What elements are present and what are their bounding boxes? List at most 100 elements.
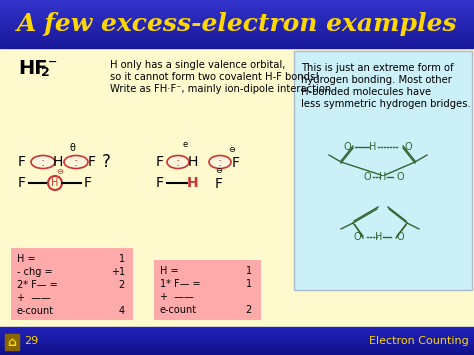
Bar	[0, 8, 474, 9]
Text: so it cannot form two covalent H-F bonds!: so it cannot form two covalent H-F bonds…	[110, 72, 319, 82]
Bar	[0, 4, 474, 5]
Bar	[0, 327, 474, 328]
Bar	[0, 5, 474, 6]
Text: 1* F— =: 1* F— =	[160, 279, 201, 289]
Bar	[0, 15, 474, 16]
Bar	[0, 36, 474, 37]
Bar	[0, 28, 474, 29]
Text: F: F	[18, 176, 26, 190]
Bar	[0, 343, 474, 344]
Ellipse shape	[209, 155, 231, 169]
Text: H: H	[369, 142, 377, 152]
Text: O: O	[397, 172, 405, 182]
Bar	[0, 352, 474, 353]
Bar	[0, 332, 474, 333]
Text: H =: H =	[17, 254, 36, 264]
Ellipse shape	[64, 155, 88, 169]
Bar	[0, 25, 474, 26]
Bar	[0, 10, 474, 11]
Text: 1: 1	[246, 279, 252, 289]
Bar	[0, 345, 474, 346]
Text: F: F	[88, 155, 96, 169]
Text: F: F	[156, 155, 164, 169]
Text: 2: 2	[119, 280, 125, 290]
Text: O: O	[397, 232, 405, 242]
Text: 1: 1	[246, 266, 252, 276]
Text: F: F	[232, 156, 240, 170]
Bar	[5, 334, 19, 350]
Bar	[0, 331, 474, 332]
Bar	[0, 1, 474, 2]
Text: hydrogen bonding. Most other: hydrogen bonding. Most other	[301, 75, 452, 85]
Text: +  ——: + ——	[17, 293, 51, 303]
Text: e: e	[182, 140, 188, 149]
Bar	[0, 40, 474, 41]
Text: 4: 4	[119, 306, 125, 316]
Bar	[0, 328, 474, 329]
Text: ?: ?	[101, 153, 110, 171]
Text: H-bonded molecules have: H-bonded molecules have	[301, 87, 431, 97]
Text: H only has a single valence orbital,: H only has a single valence orbital,	[110, 60, 285, 70]
Bar	[0, 11, 474, 12]
Text: O: O	[343, 142, 351, 152]
Text: θ: θ	[69, 143, 75, 153]
Bar	[0, 35, 474, 36]
Text: 2: 2	[246, 305, 252, 315]
Text: H: H	[379, 172, 387, 182]
Bar	[0, 342, 474, 343]
Bar	[0, 44, 474, 45]
Bar	[0, 347, 474, 348]
Text: HF: HF	[18, 59, 47, 77]
Bar	[0, 23, 474, 24]
Bar	[0, 329, 474, 330]
Text: H: H	[375, 232, 383, 242]
Bar	[0, 346, 474, 347]
FancyBboxPatch shape	[11, 248, 133, 320]
Text: F: F	[84, 176, 92, 190]
Bar	[0, 353, 474, 354]
Bar	[0, 38, 474, 39]
Bar	[0, 37, 474, 38]
Bar	[0, 349, 474, 350]
Text: 1: 1	[119, 254, 125, 264]
Text: This is just an extreme form of: This is just an extreme form of	[301, 63, 454, 73]
Bar	[0, 18, 474, 19]
Text: e-count: e-count	[160, 305, 197, 315]
Text: :: :	[74, 155, 78, 169]
Text: F: F	[18, 155, 26, 169]
Bar	[0, 338, 474, 339]
Bar	[0, 12, 474, 13]
Text: less symmetric hydrogen bridges.: less symmetric hydrogen bridges.	[301, 99, 471, 109]
Bar	[0, 47, 474, 48]
Bar	[0, 41, 474, 42]
Bar	[0, 340, 474, 341]
Text: Electron Counting: Electron Counting	[369, 336, 469, 346]
Bar	[0, 30, 474, 31]
Bar	[0, 16, 474, 17]
Bar	[0, 344, 474, 345]
Bar	[0, 17, 474, 18]
Text: −: −	[48, 57, 57, 67]
Text: H: H	[187, 176, 199, 190]
Text: :: :	[41, 155, 45, 169]
Bar	[0, 43, 474, 44]
Bar	[0, 336, 474, 337]
Bar	[0, 14, 474, 15]
Bar	[0, 34, 474, 35]
Bar	[0, 24, 474, 25]
FancyBboxPatch shape	[294, 51, 472, 290]
Text: 2: 2	[41, 66, 50, 78]
Text: ⊖: ⊖	[216, 166, 222, 175]
Bar	[0, 21, 474, 22]
Bar	[0, 32, 474, 33]
Text: H: H	[51, 178, 59, 188]
Text: F: F	[215, 177, 223, 191]
Bar	[0, 48, 474, 327]
Text: +1: +1	[111, 267, 125, 277]
Bar	[0, 33, 474, 34]
Bar	[0, 354, 474, 355]
Bar	[0, 29, 474, 30]
Bar	[0, 39, 474, 40]
Text: :: :	[218, 155, 222, 169]
Bar	[0, 6, 474, 7]
